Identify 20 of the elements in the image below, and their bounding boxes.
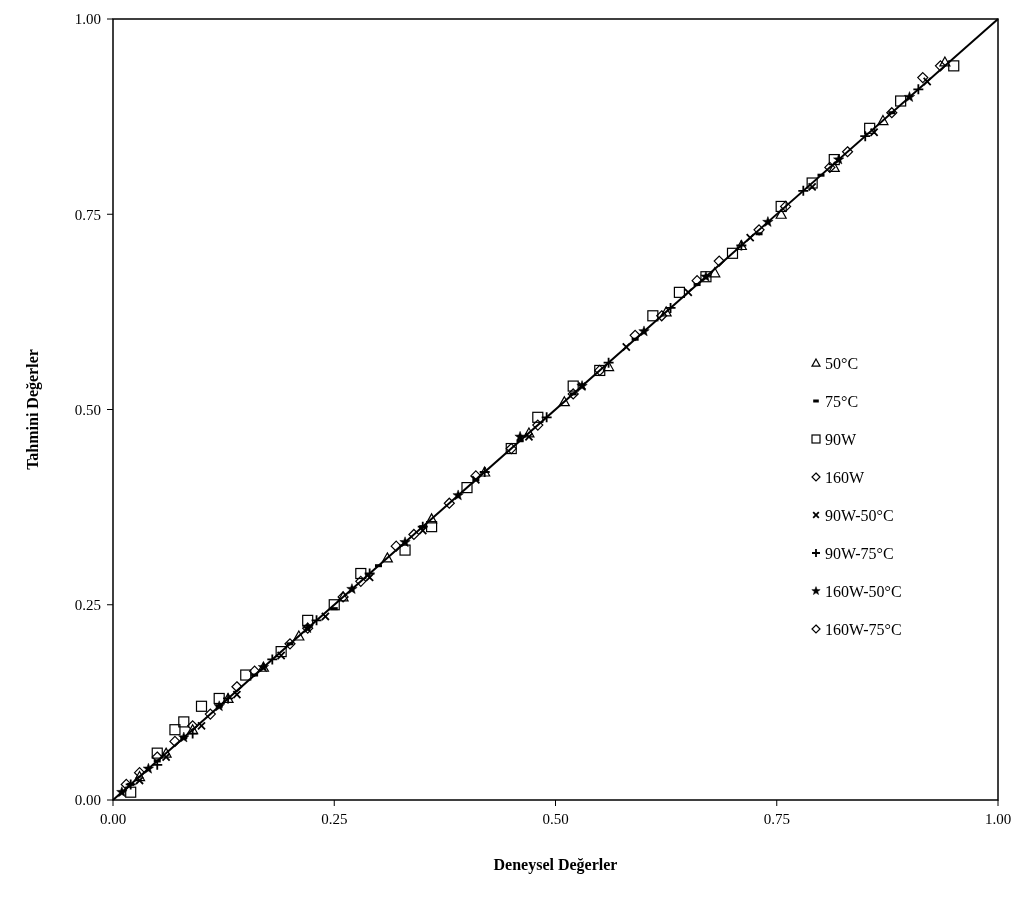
legend-label: 75°C [825,392,859,410]
x-tick-label: 0.25 [321,811,348,827]
y-axis-title: Tahmini Değerler [24,349,42,470]
y-tick-label: 0.25 [74,597,101,613]
y-tick-label: 0.75 [74,206,101,223]
y-tick-label: 0.00 [74,792,101,809]
legend-label: 50°C [825,354,859,372]
legend-label: 160W-75°C [825,620,902,638]
legend-label: 90W-75°C [825,544,894,562]
x-tick-label: 0.50 [542,811,569,827]
x-tick-label: 1.00 [984,811,1012,827]
legend-label: 160W [825,468,865,486]
x-tick-label: 0.75 [763,811,790,827]
legend-label: 90W-50°C [825,506,894,524]
x-axis-title: Deneysel Değerler [493,856,618,874]
legend-label: 90W [825,430,857,448]
y-tick-label: 0.50 [74,401,101,418]
x-tick-label: 0.00 [99,811,127,827]
y-tick-label: 1.00 [74,11,101,28]
legend-label: 160W-50°C [825,582,902,600]
